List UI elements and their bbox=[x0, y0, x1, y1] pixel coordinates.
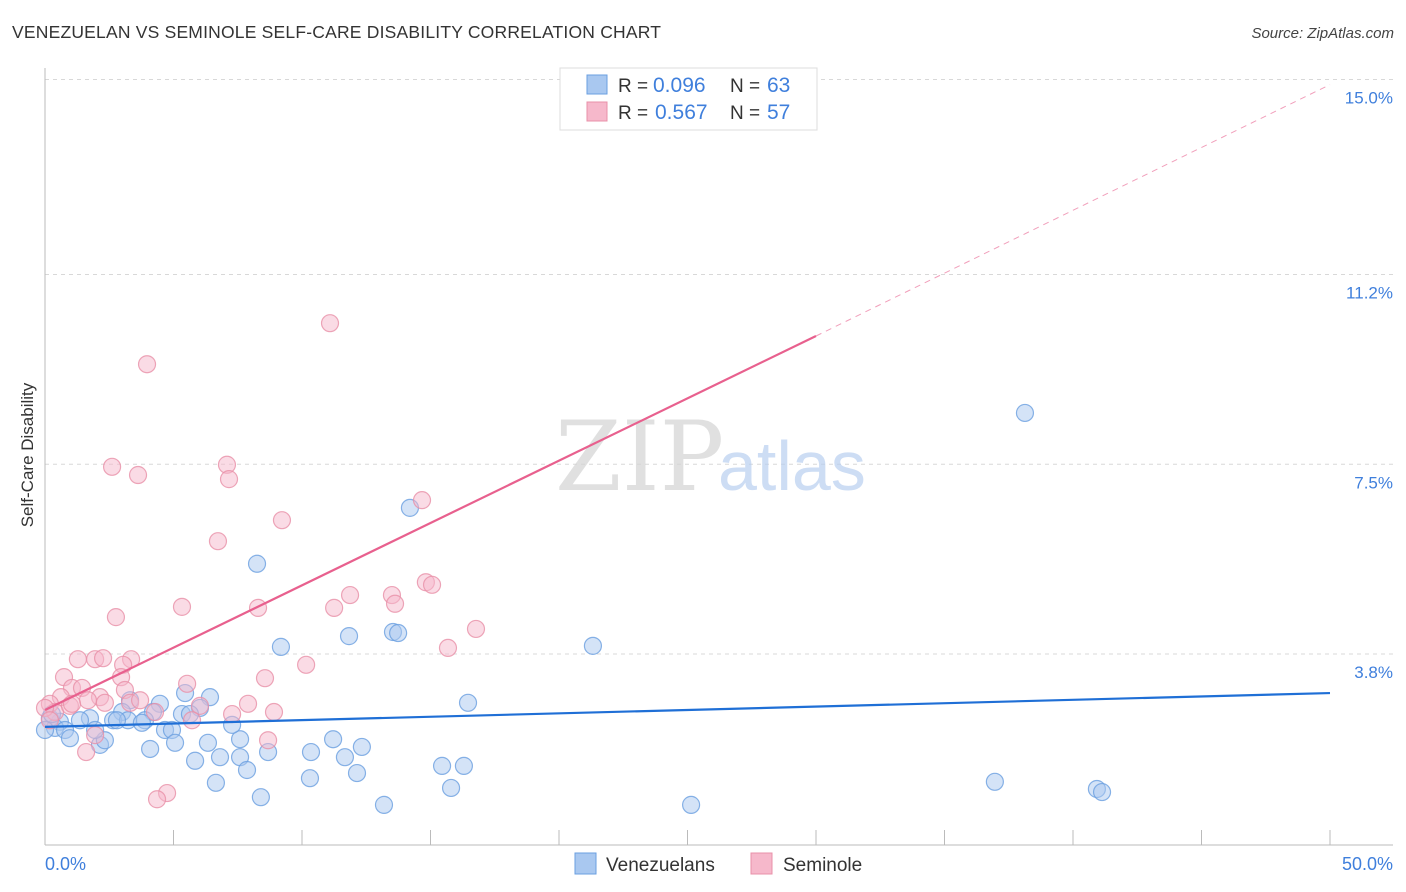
seminole-point bbox=[86, 726, 105, 745]
stats-r-label: R = bbox=[618, 103, 648, 124]
venezuelans-trend-line bbox=[44, 691, 1331, 729]
seminole-point bbox=[95, 693, 114, 712]
venezuelans-point bbox=[300, 769, 320, 788]
venezuelans-point bbox=[432, 756, 452, 775]
stats-n-value: 57 bbox=[767, 101, 790, 124]
seminole-point bbox=[147, 790, 167, 809]
venezuelans-point bbox=[458, 693, 478, 712]
seminole-point bbox=[93, 649, 113, 668]
stats-n-label: N = bbox=[730, 76, 760, 97]
stats-r-value: 0.096 bbox=[653, 74, 706, 97]
x-tick-label: 0.0% bbox=[45, 854, 86, 874]
venezuelans-point bbox=[251, 788, 270, 807]
seminole-point bbox=[106, 608, 126, 627]
venezuelans-point bbox=[347, 763, 367, 783]
seminole-point bbox=[297, 655, 316, 674]
venezuelans-point bbox=[230, 730, 250, 749]
watermark-atlas: atlas bbox=[718, 427, 866, 505]
venezuelans-point bbox=[206, 773, 226, 792]
venezuelans-point bbox=[165, 733, 185, 752]
chart-source: Source: ZipAtlas.com bbox=[1251, 25, 1394, 42]
stats-legend-swatch bbox=[586, 74, 608, 95]
seminole-point bbox=[130, 691, 150, 710]
venezuelans-point bbox=[985, 772, 1004, 791]
venezuelans-point bbox=[247, 554, 267, 573]
seminole-point bbox=[385, 594, 405, 613]
venezuelans-point bbox=[1015, 403, 1035, 423]
seminole-point bbox=[238, 694, 258, 713]
legend-label-venezuelans: Venezuelans bbox=[606, 855, 715, 876]
venezuelans-point bbox=[198, 733, 218, 752]
y-tick-label: 11.2% bbox=[1346, 283, 1393, 302]
venezuelans-point bbox=[681, 795, 701, 814]
seminole-point bbox=[172, 597, 192, 616]
venezuelans-point bbox=[323, 730, 343, 749]
venezuelans-point bbox=[441, 778, 461, 798]
seminole-point bbox=[128, 465, 148, 485]
seminole-point bbox=[182, 711, 202, 730]
venezuelans-point bbox=[60, 729, 80, 748]
legend-swatch-seminole bbox=[750, 852, 773, 875]
seminole-point bbox=[258, 731, 278, 750]
seminole-point bbox=[222, 704, 242, 724]
venezuelans-point bbox=[335, 748, 355, 767]
seminole-point bbox=[78, 691, 98, 710]
legend-label-seminole: Seminole bbox=[783, 855, 862, 876]
seminole-point bbox=[190, 696, 210, 715]
seminole-point bbox=[466, 619, 486, 639]
x-tick-label: 50.0% bbox=[1342, 854, 1393, 874]
venezuelans-point bbox=[389, 623, 408, 643]
seminole-point bbox=[422, 575, 442, 594]
y-tick-label: 3.8% bbox=[1354, 663, 1393, 682]
venezuelans-point bbox=[132, 713, 151, 732]
legend-swatch-venezuelans bbox=[574, 852, 597, 875]
stats-legend-swatch bbox=[586, 101, 608, 122]
seminole-point bbox=[137, 355, 157, 374]
chart-title: VENEZUELAN VS SEMINOLE SELF-CARE DISABIL… bbox=[12, 22, 662, 42]
venezuelans-point bbox=[271, 637, 291, 656]
seminole-point bbox=[264, 702, 284, 722]
seminole-point bbox=[68, 650, 87, 669]
venezuelans-point bbox=[141, 739, 160, 759]
venezuelans-point bbox=[185, 751, 205, 770]
venezuelans-point bbox=[210, 748, 230, 767]
venezuelans-point bbox=[339, 627, 359, 646]
venezuelans-point bbox=[301, 742, 321, 762]
seminole-point bbox=[325, 598, 344, 617]
seminole-point bbox=[219, 470, 239, 489]
venezuelans-point bbox=[583, 636, 603, 655]
seminole-point bbox=[178, 674, 197, 693]
seminole-point bbox=[208, 532, 228, 551]
seminole-trend-extension bbox=[815, 84, 1331, 337]
seminole-point bbox=[102, 457, 122, 476]
seminole-point bbox=[320, 314, 340, 333]
seminole-point bbox=[412, 491, 432, 510]
seminole-point bbox=[77, 742, 96, 762]
venezuelans-point bbox=[352, 737, 371, 757]
seminole-point bbox=[272, 511, 292, 530]
stats-r-value: 0.567 bbox=[655, 101, 708, 124]
seminole-point bbox=[248, 598, 268, 617]
y-tick-label: 7.5% bbox=[1354, 473, 1393, 492]
venezuelans-point bbox=[70, 711, 90, 730]
watermark-zip: ZIP bbox=[555, 401, 724, 513]
seminole-trend-line bbox=[44, 335, 817, 711]
venezuelans-point bbox=[454, 756, 474, 775]
seminole-point bbox=[145, 702, 165, 722]
venezuelans-point bbox=[237, 760, 257, 780]
seminole-point bbox=[40, 711, 59, 730]
seminole-point bbox=[438, 638, 458, 658]
stats-n-value: 63 bbox=[767, 74, 790, 97]
stats-r-label: R = bbox=[618, 76, 648, 97]
y-tick-label: 15.0% bbox=[1345, 89, 1393, 108]
seminole-point bbox=[255, 669, 275, 688]
stats-n-label: N = bbox=[730, 103, 760, 124]
seminole-point bbox=[340, 585, 360, 605]
venezuelans-point bbox=[1092, 782, 1112, 802]
venezuelans-point bbox=[374, 795, 394, 814]
